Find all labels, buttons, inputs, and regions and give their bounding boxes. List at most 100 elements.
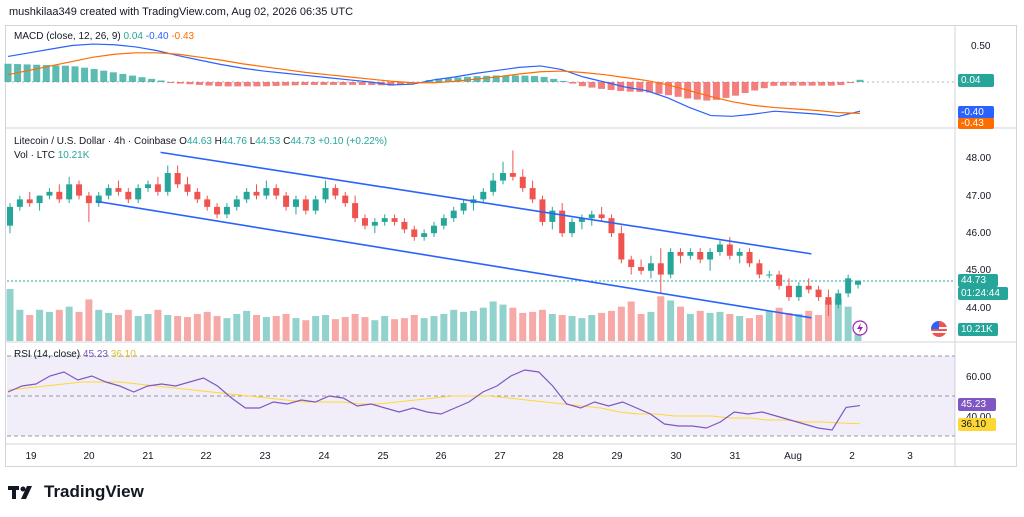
candle-body xyxy=(598,214,605,219)
symbol-title[interactable]: Litecoin / U.S. Dollar · 4h · Coinbase xyxy=(14,136,177,147)
rsi-title: RSI (14, close) xyxy=(14,349,81,360)
volume-bar xyxy=(469,310,477,341)
x-axis-label: 22 xyxy=(200,451,212,462)
macd-hist-bar xyxy=(128,75,136,82)
candle-body xyxy=(56,191,63,200)
chart-frame xyxy=(5,25,1017,467)
candle-body xyxy=(95,195,102,204)
candle-body xyxy=(825,297,832,305)
chart-header: mushkilaa349 created with TradingView.co… xyxy=(9,6,354,18)
ohlc-high-label: H xyxy=(214,136,222,147)
macd-hist-bar xyxy=(291,82,299,86)
volume-bar xyxy=(55,309,63,341)
volume-bar xyxy=(450,309,458,341)
candle-body xyxy=(194,191,201,200)
price-tick-46: 46.00 xyxy=(966,228,991,239)
ohlc-open-label: O xyxy=(179,136,187,147)
volume-bar xyxy=(6,289,14,341)
candle-body xyxy=(795,285,802,298)
macd-hist-bar xyxy=(396,82,404,85)
candle-body xyxy=(145,184,152,189)
macd-hist-bar xyxy=(4,63,12,82)
macd-hist-bar xyxy=(511,75,519,82)
volume-bar xyxy=(420,318,428,341)
macd-hist-bar xyxy=(253,82,261,87)
volume-bar xyxy=(262,317,270,341)
volume-bar xyxy=(795,313,803,341)
macd-hist-bar xyxy=(693,82,701,100)
macd-hist-bar xyxy=(148,78,156,82)
candle-body xyxy=(16,199,23,207)
candle-body xyxy=(421,233,428,237)
lightning-icon[interactable] xyxy=(852,320,868,336)
x-axis-label: 2 xyxy=(849,451,855,462)
volume-bar xyxy=(824,300,832,341)
macd-hist-bar xyxy=(588,82,596,88)
candle-body xyxy=(657,263,664,275)
x-axis-label: 23 xyxy=(259,451,271,462)
macd-hist-bar xyxy=(42,65,50,82)
x-axis-label: 28 xyxy=(552,451,564,462)
x-axis-label: 3 xyxy=(907,451,913,462)
candle-body xyxy=(85,195,92,204)
candle-body xyxy=(490,180,497,192)
macd-hist-bar xyxy=(827,82,835,86)
volume-bar xyxy=(677,306,685,341)
macd-hist-bar xyxy=(90,69,98,82)
volume-bar xyxy=(292,318,300,341)
candle-body xyxy=(204,199,211,207)
price-tick-48: 48.00 xyxy=(966,153,991,164)
volume-bar xyxy=(785,312,793,341)
candle-body xyxy=(618,233,625,260)
volume-bar xyxy=(598,312,606,341)
macd-hist-bar xyxy=(550,78,558,82)
candle-body xyxy=(460,203,467,211)
macd-line xyxy=(7,43,861,117)
macd-title: MACD (close, 12, 26, 9) xyxy=(14,31,121,42)
macd-hist-bar xyxy=(52,65,60,82)
volume-bar xyxy=(243,310,251,341)
volume-bar xyxy=(302,320,310,341)
countdown-tag: 01:24:44 xyxy=(958,287,1008,300)
macd-hist-bar xyxy=(167,82,175,83)
macd-line-tag: -0.40 xyxy=(958,106,994,119)
volume-bar xyxy=(548,313,556,341)
volume-bar xyxy=(65,306,73,341)
candle-body xyxy=(569,221,576,234)
volume-bar xyxy=(144,313,152,341)
volume-bar xyxy=(558,315,566,341)
macd-hist-bar xyxy=(464,76,472,82)
macd-hist-bar xyxy=(645,82,653,93)
candle-body xyxy=(46,191,53,196)
tradingview-logo[interactable]: TradingView xyxy=(8,482,144,502)
candle-body xyxy=(115,188,122,192)
volume-tag: 10.21K xyxy=(958,323,998,336)
candle-body xyxy=(283,195,290,207)
rsi-tick-60: 60.00 xyxy=(966,372,991,383)
volume-bar xyxy=(607,310,615,341)
ohlc-low-label: L xyxy=(249,136,256,147)
channel-upper-line xyxy=(160,151,812,255)
us-flag-icon[interactable] xyxy=(931,321,947,337)
macd-hist-bar xyxy=(444,78,452,82)
candle-body xyxy=(638,267,645,271)
x-axis-label: 26 xyxy=(435,451,447,462)
macd-hist-bar xyxy=(674,82,682,97)
macd-hist-bar xyxy=(665,82,673,96)
macd-hist-bar xyxy=(358,82,366,85)
price-tick-44: 44.00 xyxy=(966,303,991,314)
volume-bar xyxy=(391,319,399,341)
channel-lower-line xyxy=(95,200,812,319)
volume-bar xyxy=(519,312,527,341)
candle-body xyxy=(233,199,240,207)
macd-hist-bar xyxy=(320,82,328,85)
volume-bar xyxy=(755,315,763,341)
macd-hist-bar xyxy=(100,70,108,82)
candle-body xyxy=(529,188,536,200)
macd-hist-bar xyxy=(531,75,539,82)
candle-body xyxy=(509,173,516,177)
candle-body xyxy=(105,188,112,196)
macd-hist-bar xyxy=(846,82,854,83)
candle-body xyxy=(855,280,861,285)
